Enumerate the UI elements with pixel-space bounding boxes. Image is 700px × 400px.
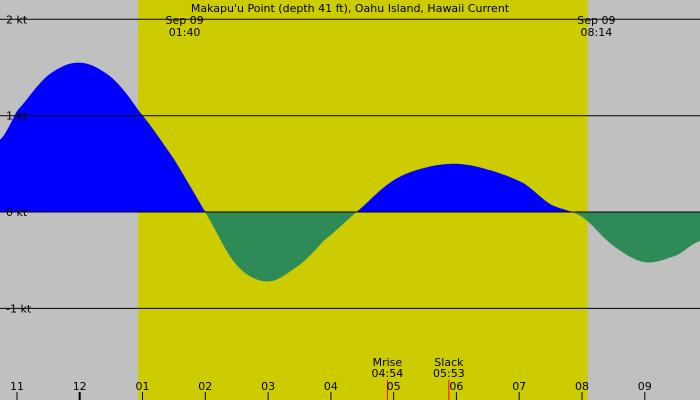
current-area-layer (0, 62, 700, 282)
y-tick-label: 2 kt (6, 13, 28, 26)
event-time-label: 05:53 (433, 367, 465, 380)
x-tick-label: 07 (512, 380, 526, 393)
x-tick-label: 05 (387, 380, 401, 393)
gridline-layer: 2 kt 1 kt 0 kt -1 kt (0, 13, 700, 315)
x-tick-label: 12 (73, 380, 87, 393)
x-tick-label: 06 (449, 380, 463, 393)
event-label: Slack (434, 356, 464, 369)
top-time-label: 08:14 (581, 26, 613, 39)
flood-current-area (0, 62, 700, 212)
y-tick-label: -1 kt (6, 302, 32, 315)
x-tick-label: 04 (324, 380, 338, 393)
top-date-label: Sep 09 (577, 14, 615, 27)
event-label: Mrise (373, 356, 403, 369)
x-tick-label: 02 (198, 380, 212, 393)
chart-title: Makapu'u Point (depth 41 ft), Oahu Islan… (191, 2, 510, 15)
x-tick-label: 09 (638, 380, 652, 393)
top-date-label: Sep 09 (165, 14, 203, 27)
x-tick-label: 01 (136, 380, 150, 393)
y-tick-label: 1 kt (6, 110, 28, 123)
y-tick-label: 0 kt (6, 206, 28, 219)
ebb-current-area (0, 212, 700, 282)
top-time-label: 01:40 (169, 26, 201, 39)
x-tick-label: 08 (575, 380, 589, 393)
event-time-label: 04:54 (372, 367, 404, 380)
x-tick-label: 11 (10, 380, 24, 393)
x-tick-label: 03 (261, 380, 275, 393)
